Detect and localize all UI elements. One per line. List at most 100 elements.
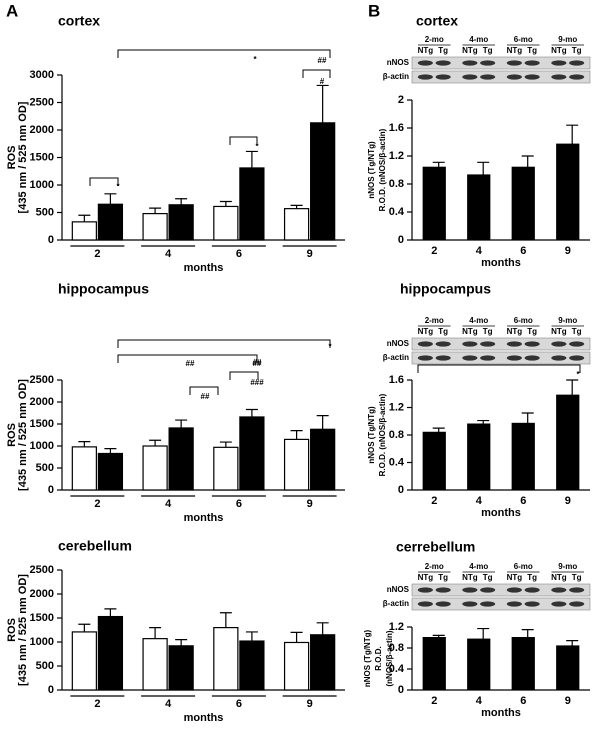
error-bar xyxy=(78,623,91,632)
y-tick-label: 0.8 xyxy=(389,642,404,654)
bar xyxy=(422,166,446,241)
error-bar xyxy=(245,150,258,168)
bar xyxy=(283,438,310,491)
error-bar xyxy=(245,408,258,417)
blot-row-label: β-actin xyxy=(383,353,409,362)
bar xyxy=(467,638,491,691)
blot-band xyxy=(569,60,585,66)
blot-row-label: nNOS xyxy=(387,339,410,348)
significance-mark: * xyxy=(253,55,257,64)
error-bar xyxy=(149,439,162,446)
significance-mark: ## xyxy=(253,359,262,368)
blot-band xyxy=(506,60,522,66)
blot-band xyxy=(480,355,496,361)
bar xyxy=(97,615,124,691)
y-tick-label: 0 xyxy=(398,684,404,696)
y-tick-label: 0.8 xyxy=(389,429,404,441)
blot-row-label: β-actin xyxy=(383,72,409,81)
x-tick-label: 9 xyxy=(307,498,313,510)
y-tick-label: 0.4 xyxy=(389,663,405,675)
y-tick-label: 1.2 xyxy=(389,150,404,162)
blot-band xyxy=(417,60,433,66)
blot-band xyxy=(462,74,478,80)
blot-group-label: 6-mo xyxy=(514,316,533,325)
bar xyxy=(71,221,97,241)
bar xyxy=(283,641,310,691)
panel-label: A xyxy=(6,1,18,20)
blot-group-label: 4-mo xyxy=(469,35,488,44)
x-tick-label: 2 xyxy=(94,248,100,260)
blot-group-label: 2-mo xyxy=(425,35,444,44)
y-axis-label: [435 nm / 525 nm OD] xyxy=(17,379,29,491)
significance-mark: ## xyxy=(186,359,195,368)
blot-band xyxy=(524,355,540,361)
chart-title: cerebellum xyxy=(58,538,132,554)
significance-bracket xyxy=(117,354,258,363)
significance-bracket xyxy=(417,364,581,373)
error-bar xyxy=(290,430,303,440)
bar xyxy=(310,122,336,241)
bar xyxy=(467,423,491,491)
blot-lane-label: NTg xyxy=(462,46,478,55)
x-axis-label: months xyxy=(184,512,224,524)
x-tick-label: 4 xyxy=(476,695,483,707)
blot-group-label: 9-mo xyxy=(558,562,577,571)
y-tick-label: 0 xyxy=(48,234,54,246)
bar xyxy=(168,204,194,241)
blot-lane-label: Tg xyxy=(527,573,537,582)
blot-lane-label: Tg xyxy=(572,327,582,336)
error-bar xyxy=(104,448,117,454)
blot-band xyxy=(524,341,540,347)
blot-band xyxy=(417,601,433,607)
bar xyxy=(213,205,239,241)
error-bar xyxy=(432,161,445,168)
blot-band xyxy=(417,74,433,80)
panel-label: B xyxy=(368,1,380,20)
blot-group-label: 9-mo xyxy=(558,316,577,325)
blot-band xyxy=(462,355,478,361)
bar xyxy=(213,626,239,691)
blot-band xyxy=(462,601,478,607)
bar xyxy=(511,637,535,691)
y-tick-label: 2 xyxy=(398,94,404,106)
bar xyxy=(283,208,310,241)
bar xyxy=(142,638,168,691)
bar xyxy=(239,167,265,241)
bar xyxy=(511,422,535,491)
y-tick-label: 3000 xyxy=(30,69,54,81)
y-axis-label: [435 nm / 525 nm OD] xyxy=(17,101,29,213)
y-tick-label: 0 xyxy=(398,234,404,246)
error-bar xyxy=(149,627,162,639)
y-axis-label: (nNOS/β-actin) xyxy=(385,630,394,686)
x-tick-label: 2 xyxy=(94,698,100,710)
y-tick-label: 0 xyxy=(48,484,54,496)
y-tick-label: 2500 xyxy=(30,96,54,108)
blot-band xyxy=(480,341,496,347)
x-tick-label: 2 xyxy=(431,495,437,507)
blot-lane-label: Tg xyxy=(438,327,448,336)
blot-lane-label: Tg xyxy=(527,327,537,336)
error-bar xyxy=(219,441,232,448)
bar xyxy=(97,203,124,241)
blot-lane-label: Tg xyxy=(438,573,448,582)
significance-bracket xyxy=(189,386,219,395)
blot-lane-label: Tg xyxy=(572,573,582,582)
x-tick-label: 4 xyxy=(165,698,172,710)
blot-row-label: nNOS xyxy=(387,58,410,67)
significance-bracket xyxy=(229,371,259,380)
blot-group-label: 2-mo xyxy=(425,316,444,325)
y-axis-label: nNOS (Tg/NTg) xyxy=(367,406,376,464)
error-bar xyxy=(432,427,445,433)
blot-lane-label: Tg xyxy=(483,327,493,336)
y-axis-label: [435 nm / 525 nm OD] xyxy=(17,574,29,686)
significance-mark: ## xyxy=(201,392,210,401)
blot-band xyxy=(524,587,540,593)
blot-lane-label: NTg xyxy=(551,46,567,55)
bar xyxy=(422,431,446,491)
blot-lane-label: NTg xyxy=(418,46,434,55)
blot-lane-label: NTg xyxy=(551,327,567,336)
significance-bracket xyxy=(229,136,258,145)
y-tick-label: 0 xyxy=(398,484,404,496)
significance-bracket xyxy=(302,69,331,78)
significance-bracket xyxy=(89,177,119,186)
